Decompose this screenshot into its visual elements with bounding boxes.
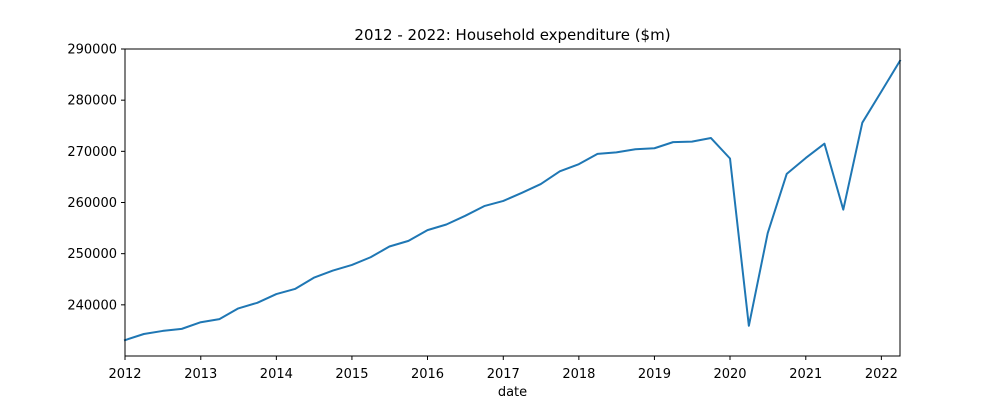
x-tick-label: 2021 bbox=[789, 367, 822, 382]
plot-area bbox=[123, 59, 902, 342]
y-tick-label: 250000 bbox=[67, 247, 117, 262]
x-tick-label: 2020 bbox=[713, 367, 746, 382]
y-tick-label: 260000 bbox=[67, 196, 117, 211]
series-line bbox=[123, 59, 902, 342]
x-tick-label: 2014 bbox=[260, 367, 293, 382]
x-tick-label: 2016 bbox=[411, 367, 444, 382]
x-axis-label: date bbox=[498, 385, 527, 400]
x-axis: 2012 2013 2014 2015 2016 2017 2018 2019 2020 2021… bbox=[108, 356, 898, 382]
y-axis: 240000 250000 260000 270000 280000 290000 bbox=[67, 43, 125, 313]
y-tick-label: 280000 bbox=[67, 94, 117, 109]
y-tick-label: 240000 bbox=[67, 298, 117, 313]
x-tick-label: 2017 bbox=[487, 367, 520, 382]
x-tick-label: 2013 bbox=[184, 367, 217, 382]
x-tick-label: 2019 bbox=[638, 367, 671, 382]
x-tick-label: 2012 bbox=[108, 367, 141, 382]
y-tick-label: 290000 bbox=[67, 43, 117, 58]
x-tick-label: 2018 bbox=[562, 367, 595, 382]
y-tick-label: 270000 bbox=[67, 145, 117, 160]
chart-title: 2012 - 2022: Household expenditure ($m) bbox=[354, 26, 670, 44]
x-tick-label: 2015 bbox=[335, 367, 368, 382]
x-tick-label: 2022 bbox=[865, 367, 898, 382]
plot-frame bbox=[124, 48, 901, 357]
